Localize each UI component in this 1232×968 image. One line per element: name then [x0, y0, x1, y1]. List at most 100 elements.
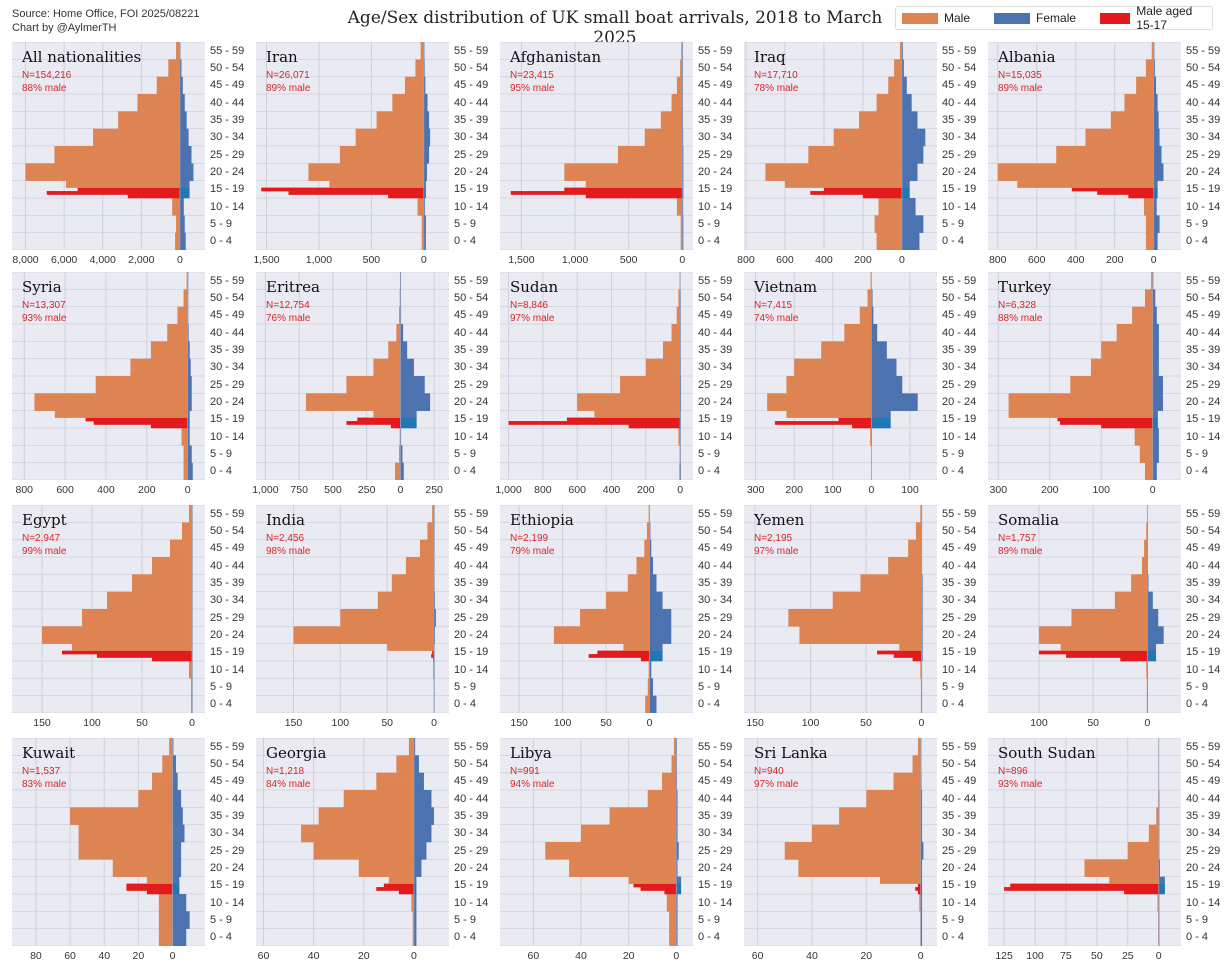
bar-male — [788, 612, 922, 617]
age-group-label: 45 - 49 — [210, 542, 245, 555]
age-group-label: 5 - 9 — [942, 448, 965, 460]
bar-female — [423, 166, 427, 171]
bar-female — [400, 348, 408, 353]
bar-female — [423, 69, 425, 74]
bar-male — [553, 640, 650, 644]
bar-male — [1114, 605, 1148, 610]
bar-male — [313, 852, 414, 857]
x-tick-label: 0 — [169, 950, 176, 962]
plot-area: Sri Lanka N=940 97% male — [744, 738, 937, 946]
bar-female — [901, 184, 910, 188]
bar-male — [680, 59, 683, 64]
bar-male — [34, 400, 188, 405]
bar-male — [648, 664, 650, 669]
bar-male — [1132, 306, 1153, 311]
bar-female — [676, 831, 678, 836]
bar-male — [606, 602, 650, 606]
bar-male — [832, 595, 922, 599]
pyramid-svg — [256, 738, 449, 946]
bar-female — [187, 355, 190, 359]
x-tick-label: 600 — [568, 484, 586, 496]
bar-male — [676, 76, 683, 81]
panel-stats: N=154,216 88% male — [22, 69, 71, 95]
bar-female — [682, 222, 684, 227]
bar-female — [172, 751, 174, 756]
bar-male — [1114, 602, 1148, 606]
bar-male-15-17 — [1124, 890, 1159, 895]
panel-male-pct: 93% male — [998, 779, 1043, 790]
bar-male — [680, 243, 683, 247]
bar-male — [788, 615, 922, 620]
bar-female — [172, 741, 174, 746]
plot-area: Somalia N=1,757 89% male — [988, 505, 1181, 713]
bar-male — [784, 855, 921, 860]
bar-male — [666, 897, 677, 902]
bar-male — [182, 522, 192, 527]
bar-female — [400, 334, 404, 339]
bar-male — [1085, 135, 1154, 140]
bar-female — [920, 907, 923, 912]
bar-female — [187, 459, 192, 463]
bar-male — [620, 389, 681, 394]
panel-n: N=2,195 — [754, 533, 793, 544]
bar-female — [901, 173, 918, 178]
bar-female — [649, 595, 663, 599]
bar-male — [150, 344, 188, 349]
bar-male — [1070, 376, 1153, 380]
bar-female — [920, 800, 923, 805]
bar-female — [871, 407, 918, 411]
bar-female — [649, 650, 663, 655]
bar-female — [680, 382, 681, 387]
bar-male — [293, 629, 435, 634]
bar-female — [676, 880, 682, 884]
bar-male — [564, 170, 683, 175]
bar-female — [871, 386, 903, 391]
bar-female — [901, 149, 924, 154]
bar-male — [78, 835, 173, 839]
bar-male — [1127, 848, 1159, 853]
bar-male-15-17 — [917, 890, 921, 895]
bar-male — [186, 272, 188, 276]
bar-female — [1153, 146, 1162, 150]
bar-male — [1144, 466, 1153, 470]
panel-stats: N=26,071 89% male — [266, 69, 310, 95]
bar-female — [1152, 393, 1163, 398]
bar-female — [1147, 640, 1164, 644]
bar-male — [355, 139, 424, 143]
bar-male — [1139, 452, 1153, 457]
x-tick-label: 0 — [431, 717, 437, 729]
bar-female — [413, 786, 424, 791]
bar-female — [179, 208, 184, 213]
bar-female — [187, 348, 190, 353]
bar-male — [1110, 118, 1154, 123]
bar-male — [395, 476, 401, 480]
bar-male — [680, 222, 683, 227]
bar-male — [34, 393, 188, 398]
bar-female — [187, 376, 192, 380]
bar-male — [648, 508, 650, 513]
bar-female — [423, 97, 428, 102]
bar-female — [423, 191, 426, 195]
bar-female — [1147, 574, 1149, 579]
bar-female — [187, 341, 190, 346]
bar-male — [628, 880, 677, 884]
bar-female — [676, 939, 678, 943]
age-group-label: 25 - 29 — [454, 378, 489, 391]
bar-female — [901, 128, 926, 133]
bar-female — [423, 142, 431, 147]
x-tick-label: 80 — [30, 950, 42, 962]
plot-area: Vietnam N=7,415 74% male — [744, 272, 937, 480]
bar-female — [1152, 351, 1159, 356]
bar-female — [423, 149, 430, 154]
bar-male — [339, 159, 424, 164]
age-group-label: 0 - 4 — [1186, 465, 1209, 478]
bar-female — [920, 925, 923, 929]
bar-male — [387, 647, 435, 651]
bar-female — [413, 821, 434, 825]
bar-male — [392, 100, 424, 105]
bar-male — [577, 393, 681, 398]
bar-male — [412, 935, 414, 940]
bar-male — [680, 215, 683, 220]
bar-male — [132, 577, 192, 582]
